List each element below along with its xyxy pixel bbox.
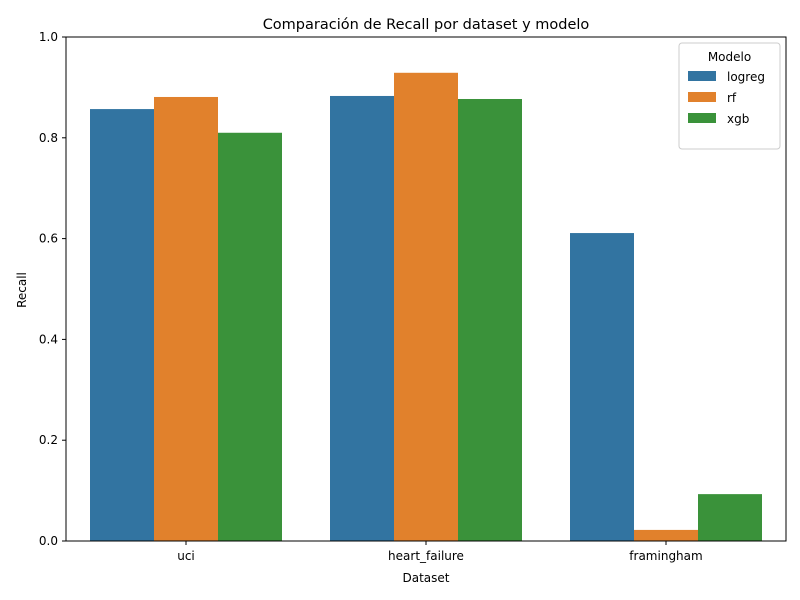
- y-tick-label: 0.4: [39, 332, 58, 346]
- legend-title: Modelo: [708, 50, 751, 64]
- legend-swatch-xgb: [688, 113, 716, 123]
- bar-logreg-heart_failure: [330, 95, 394, 541]
- chart-title: Comparación de Recall por dataset y mode…: [263, 17, 590, 33]
- bar-rf-uci: [154, 96, 218, 541]
- bar-logreg-uci: [90, 109, 154, 542]
- x-tick-label: uci: [177, 549, 195, 563]
- x-axis-label: Dataset: [403, 571, 450, 585]
- legend-swatch-rf: [688, 92, 716, 102]
- y-tick-label: 1.0: [39, 30, 58, 44]
- bar-rf-framingham: [634, 529, 698, 541]
- bar-xgb-framingham: [698, 494, 762, 541]
- y-tick-label: 0.2: [39, 433, 58, 447]
- x-tick-label: heart_failure: [388, 549, 464, 563]
- legend: Modelo logreg rf xgb: [678, 42, 781, 150]
- y-axis-label: Recall: [15, 272, 29, 308]
- bars-layer: [90, 72, 762, 542]
- axes-layer: 0.0 0.2 0.4 0.6 0.8 1.0 uci heart_failure framin…: [39, 30, 787, 563]
- legend-label-xgb: xgb: [727, 112, 749, 126]
- bar-logreg-framingham: [570, 233, 634, 541]
- y-tick-label: 0.6: [39, 232, 58, 246]
- bar-rf-heart_failure: [394, 72, 458, 541]
- y-tick-label: 0.0: [39, 534, 58, 548]
- legend-label-logreg: logreg: [727, 70, 765, 84]
- x-tick-label: framingham: [629, 549, 702, 563]
- bar-xgb-heart_failure: [458, 98, 522, 541]
- y-tick-label: 0.8: [39, 131, 58, 145]
- legend-swatch-logreg: [688, 71, 716, 81]
- bar-xgb-uci: [218, 132, 282, 541]
- legend-label-rf: rf: [727, 91, 737, 105]
